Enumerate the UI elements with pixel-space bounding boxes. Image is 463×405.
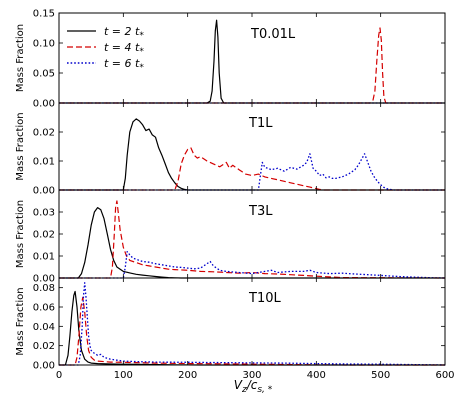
x-tick-label: 600	[435, 370, 454, 381]
y-tick-label: 0.05	[33, 69, 55, 80]
y-tick-label: 0.01	[33, 252, 55, 263]
legend-label-main: t = 6 t	[104, 57, 140, 70]
panel-title-3: T3L	[248, 204, 273, 219]
legend-label-2: t = 4 t*	[104, 41, 144, 57]
x-axis-label: Vz/cs, *	[234, 378, 273, 395]
series-line-p2-s2	[59, 147, 445, 191]
series-line-p3-s3	[59, 250, 446, 279]
panel-title-4: T10L	[248, 291, 281, 306]
y-tick-label: 0.00	[33, 186, 55, 197]
series-line-p4-s1	[59, 290, 445, 366]
series-line-p1-s1	[59, 19, 445, 104]
panel-title-1: T0.01L	[250, 27, 296, 42]
legend-label-sub: *	[139, 31, 144, 41]
y-tick-label: 0.06	[33, 303, 55, 314]
y-tick-label: 0.02	[33, 230, 55, 241]
y-tick-label: 0.03	[33, 208, 55, 219]
legend-label-sub: *	[139, 63, 144, 73]
x-tick-label: 400	[307, 370, 326, 381]
y-axis-label-1: Mass Fraction	[15, 24, 26, 92]
y-tick-label: 0.00	[33, 99, 55, 110]
x-tick-label: 0	[56, 370, 62, 381]
x-label-part: c	[251, 378, 258, 392]
series-line-p4-s2	[59, 296, 445, 366]
y-axis-label-4: Mass Fraction	[15, 287, 26, 355]
legend-label-main: t = 2 t	[104, 25, 140, 38]
y-axis-label-2: Mass Fraction	[15, 112, 26, 180]
x-label-part: V	[234, 378, 243, 392]
y-tick-label: 0.15	[33, 9, 55, 20]
series-line-p2-s3	[59, 153, 445, 191]
y-tick-label: 0.00	[33, 361, 55, 372]
series-line-p3-s1	[59, 207, 445, 279]
y-tick-label: 0.08	[33, 283, 55, 294]
y-tick-label: 0.02	[33, 341, 55, 352]
x-tick-label: 100	[114, 370, 133, 381]
y-axis-label-3: Mass Fraction	[15, 200, 26, 268]
x-tick-label: 500	[371, 370, 390, 381]
x-tick-label: 300	[242, 370, 261, 381]
legend-label-1: t = 2 t*	[104, 25, 144, 41]
y-tick-label: 0.01	[33, 157, 55, 168]
x-label-sub: z	[241, 385, 247, 395]
panel-title-2: T1L	[248, 116, 273, 131]
y-tick-label: 0.02	[33, 128, 55, 139]
legend-label-sub: *	[139, 47, 144, 57]
legend-label-main: t = 4 t	[104, 41, 140, 54]
x-label-sub: s, *	[257, 385, 272, 395]
legend-label-3: t = 6 t*	[104, 57, 144, 73]
x-tick-label: 200	[178, 370, 197, 381]
x-label-slash: /	[246, 378, 253, 392]
y-tick-label: 0.04	[33, 322, 55, 333]
series-line-p2-s1	[59, 118, 445, 191]
y-tick-label: 0.00	[33, 274, 55, 285]
y-tick-label: 0.10	[33, 39, 55, 50]
